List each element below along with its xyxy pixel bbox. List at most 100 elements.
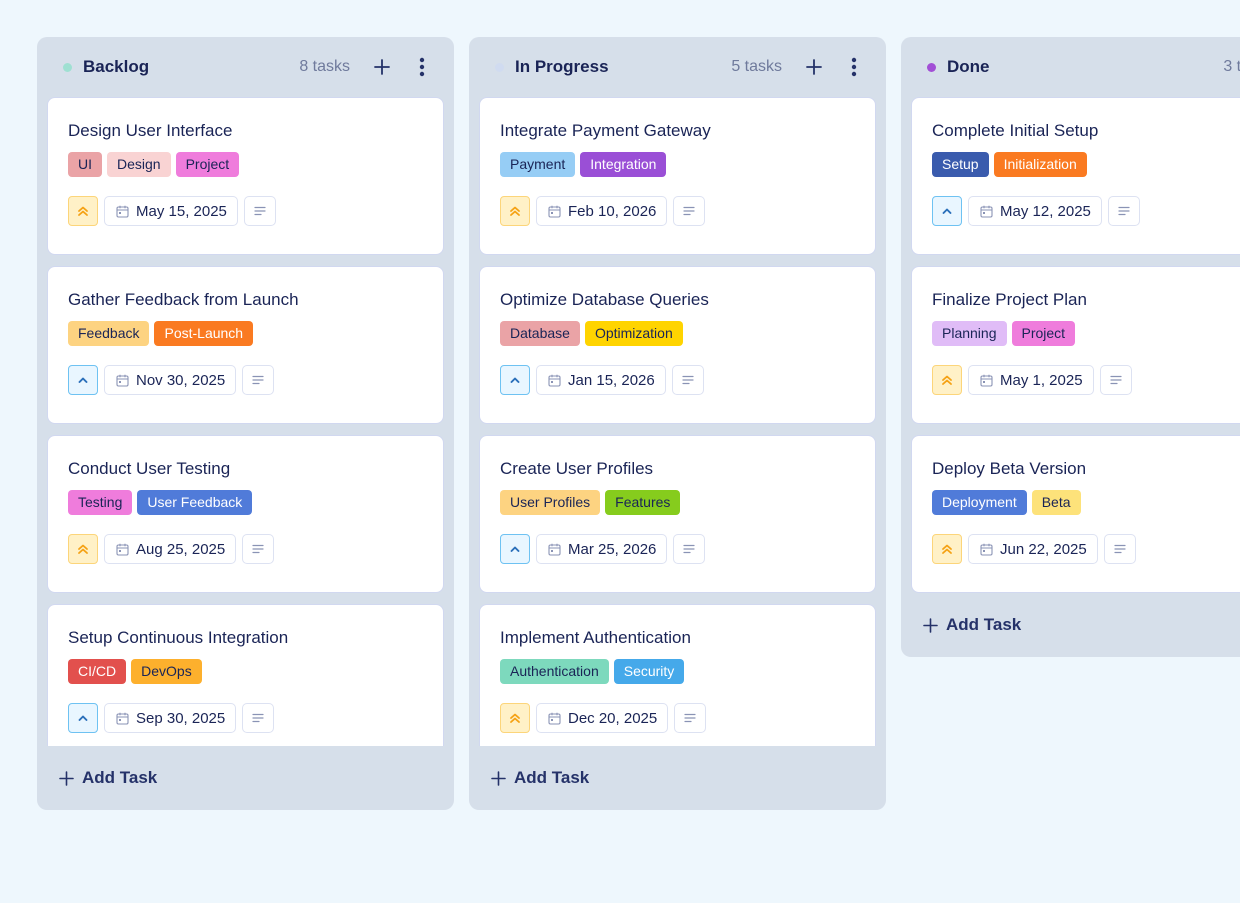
tag-features[interactable]: Features xyxy=(605,490,681,515)
description-button[interactable] xyxy=(243,196,276,226)
due-date-text: Jun 22, 2025 xyxy=(1000,540,1087,558)
due-date-chip[interactable]: Feb 10, 2026 xyxy=(536,196,668,226)
tag-initialization[interactable]: Initialization xyxy=(993,152,1087,177)
description-button[interactable] xyxy=(1103,534,1136,564)
column-more-button[interactable] xyxy=(412,57,432,77)
due-date-chip[interactable]: Mar 25, 2026 xyxy=(536,534,668,564)
calendar-icon xyxy=(980,374,993,387)
column-in-progress: In Progress 5 tasks Integrate Payment Ga… xyxy=(469,37,886,810)
priority-high-badge[interactable] xyxy=(68,196,98,226)
task-card[interactable]: Design User Interface UI Design Project Ma… xyxy=(47,97,444,255)
task-card[interactable]: Gather Feedback from Launch Feedback Post… xyxy=(47,266,444,424)
column-add-button[interactable] xyxy=(372,57,392,77)
due-date-chip[interactable]: Nov 30, 2025 xyxy=(104,365,237,395)
priority-high-badge[interactable] xyxy=(932,365,962,395)
kanban-board: Backlog 8 tasks Design User Interface UI… xyxy=(37,37,1240,810)
due-date-chip[interactable]: Sep 30, 2025 xyxy=(104,703,237,733)
description-button[interactable] xyxy=(1099,365,1132,395)
priority-medium-badge[interactable] xyxy=(500,365,530,395)
description-button[interactable] xyxy=(242,365,275,395)
description-lines-icon xyxy=(252,713,264,723)
priority-high-badge[interactable] xyxy=(500,703,530,733)
card-list[interactable]: Complete Initial Setup Setup Initializati… xyxy=(901,97,1240,593)
add-task-button[interactable]: Add Task xyxy=(901,593,1240,657)
due-date-chip[interactable]: Aug 25, 2025 xyxy=(104,534,237,564)
tag-user-profiles[interactable]: User Profiles xyxy=(500,490,601,515)
card-list[interactable]: Integrate Payment Gateway Payment Integra… xyxy=(469,97,886,746)
column-status-dot xyxy=(495,62,504,72)
due-date-chip[interactable]: May 12, 2025 xyxy=(968,196,1102,226)
tag-project[interactable]: Project xyxy=(175,152,240,177)
priority-medium-badge[interactable] xyxy=(500,534,530,564)
chevron-up-icon xyxy=(78,715,88,721)
tag-authentication[interactable]: Authentication xyxy=(500,659,609,684)
column-task-count: 3 tasks xyxy=(1223,58,1240,75)
column-backlog: Backlog 8 tasks Design User Interface UI… xyxy=(37,37,454,810)
description-button[interactable] xyxy=(1107,196,1140,226)
tag-database[interactable]: Database xyxy=(500,321,580,346)
due-date-text: Feb 10, 2026 xyxy=(568,202,657,220)
task-card[interactable]: Setup Continuous Integration CI/CD DevOps… xyxy=(47,604,444,746)
tag-design[interactable]: Design xyxy=(107,152,171,177)
more-vertical-icon xyxy=(419,57,425,77)
chevrons-up-icon xyxy=(78,206,88,216)
task-card[interactable]: Finalize Project Plan Planning Project Ma… xyxy=(911,266,1240,424)
task-tags: Deployment Beta xyxy=(932,490,1240,515)
due-date-chip[interactable]: Jan 15, 2026 xyxy=(536,365,666,395)
priority-medium-badge[interactable] xyxy=(932,196,962,226)
chevrons-up-icon xyxy=(510,206,520,216)
tag-planning[interactable]: Planning xyxy=(932,321,1007,346)
tag-payment[interactable]: Payment xyxy=(500,152,576,177)
task-card[interactable]: Conduct User Testing Testing User Feedbac… xyxy=(47,435,444,593)
tag-project[interactable]: Project xyxy=(1011,321,1076,346)
description-button[interactable] xyxy=(671,365,704,395)
tag-setup[interactable]: Setup xyxy=(932,152,989,177)
description-lines-icon xyxy=(252,375,264,385)
due-date-chip[interactable]: Jun 22, 2025 xyxy=(968,534,1098,564)
column-add-button[interactable] xyxy=(804,57,824,77)
plus-icon xyxy=(374,59,390,75)
task-card[interactable]: Optimize Database Queries Database Optimi… xyxy=(479,266,876,424)
tag-security[interactable]: Security xyxy=(613,659,685,684)
task-tags: User Profiles Features xyxy=(500,490,855,515)
column-header: Done 3 tasks xyxy=(901,37,1240,97)
tag-beta[interactable]: Beta xyxy=(1031,490,1081,515)
due-date-text: Sep 30, 2025 xyxy=(136,709,226,727)
task-card[interactable]: Complete Initial Setup Setup Initializati… xyxy=(911,97,1240,255)
tag-feedback[interactable]: Feedback xyxy=(68,321,150,346)
due-date-text: Jan 15, 2026 xyxy=(568,371,655,389)
tag-ci-cd[interactable]: CI/CD xyxy=(68,659,127,684)
priority-medium-badge[interactable] xyxy=(68,365,98,395)
priority-high-badge[interactable] xyxy=(500,196,530,226)
tag-user-feedback[interactable]: User Feedback xyxy=(137,490,253,515)
tag-devops[interactable]: DevOps xyxy=(131,659,202,684)
tag-ui[interactable]: UI xyxy=(68,152,102,177)
description-button[interactable] xyxy=(242,534,275,564)
task-card[interactable]: Implement Authentication Authentication S… xyxy=(479,604,876,746)
task-card[interactable]: Create User Profiles User Profiles Featur… xyxy=(479,435,876,593)
task-card[interactable]: Deploy Beta Version Deployment Beta Jun 2… xyxy=(911,435,1240,593)
tag-integration[interactable]: Integration xyxy=(580,152,667,177)
due-date-chip[interactable]: May 1, 2025 xyxy=(968,365,1094,395)
add-task-button[interactable]: Add Task xyxy=(469,746,886,810)
due-date-text: Aug 25, 2025 xyxy=(136,540,226,558)
description-button[interactable] xyxy=(673,534,706,564)
priority-high-badge[interactable] xyxy=(932,534,962,564)
add-task-button[interactable]: Add Task xyxy=(37,746,454,810)
column-more-button[interactable] xyxy=(844,57,864,77)
tag-deployment[interactable]: Deployment xyxy=(932,490,1027,515)
description-button[interactable] xyxy=(674,703,707,733)
due-date-chip[interactable]: Dec 20, 2025 xyxy=(536,703,669,733)
task-tags: UI Design Project xyxy=(68,152,423,177)
tag-testing[interactable]: Testing xyxy=(68,490,133,515)
due-date-chip[interactable]: May 15, 2025 xyxy=(104,196,238,226)
priority-high-badge[interactable] xyxy=(68,534,98,564)
description-button[interactable] xyxy=(242,703,275,733)
task-card[interactable]: Integrate Payment Gateway Payment Integra… xyxy=(479,97,876,255)
tag-optimization[interactable]: Optimization xyxy=(584,321,683,346)
tag-post-launch[interactable]: Post-Launch xyxy=(154,321,254,346)
priority-medium-badge[interactable] xyxy=(68,703,98,733)
task-tags: Database Optimization xyxy=(500,321,855,346)
card-list[interactable]: Design User Interface UI Design Project Ma… xyxy=(37,97,454,746)
description-button[interactable] xyxy=(673,196,706,226)
